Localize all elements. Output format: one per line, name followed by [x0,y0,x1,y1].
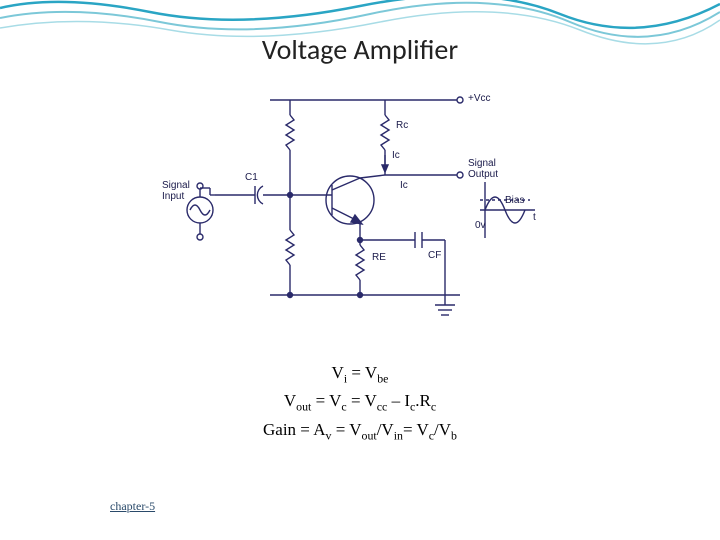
eq-sub: out [296,400,311,414]
c1-label: C1 [245,172,258,183]
t-axis-label: t [533,212,536,223]
signal-output-label: SignalOutput [468,158,498,180]
eq-sub: be [377,371,388,385]
eq-text: Gain = A [263,420,325,439]
eq-sub: b [451,428,457,442]
eq-text: = V [347,363,377,382]
cf-label: CF [428,250,441,261]
bias-label: Bias [505,195,524,206]
equation-line-1: Vi = Vbe [0,360,720,388]
eq-text: = V [311,391,341,410]
eq-sub: out [362,428,377,442]
eq-text: – I [387,391,410,410]
eq-text: = V [331,420,361,439]
ic-label: Ic [400,180,408,191]
footer-chapter: chapter-5 [110,499,155,514]
page-title: Voltage Amplifier [0,32,720,67]
eq-text: /V [377,420,394,439]
zero-v-label: 0v [475,220,486,231]
rc-label: Rc [396,120,408,131]
eq-text: .R [415,391,431,410]
equations-block: Vi = Vbe Vout = Vc = Vcc – Ic.Rc Gain = … [0,360,720,445]
eq-text: = V [403,420,429,439]
re-label: RE [372,252,386,263]
ic-arrow-label: Ic [392,150,400,161]
eq-text: = V [347,391,377,410]
equation-line-3: Gain = Av = Vout/Vin= Vc/Vb [0,417,720,445]
equation-line-2: Vout = Vc = Vcc – Ic.Rc [0,388,720,416]
eq-sub: cc [377,400,388,414]
eq-sub: in [394,428,403,442]
vcc-label: +Vcc [468,93,491,104]
eq-sub: c [431,400,436,414]
circuit-diagram: +Vcc Rc Ic Ic C1 RE CF SignalInput Signa… [160,80,560,340]
signal-input-label: SignalInput [162,180,190,202]
eq-text: /V [434,420,451,439]
